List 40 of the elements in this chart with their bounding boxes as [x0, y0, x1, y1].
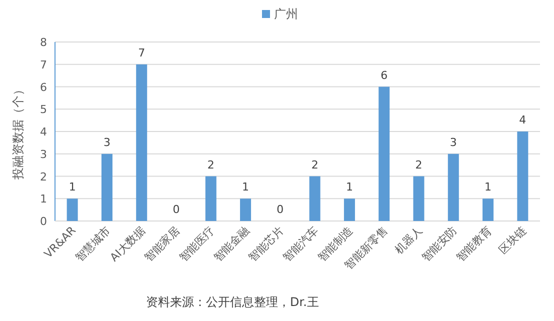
bar: [448, 154, 459, 221]
bar: [101, 154, 112, 221]
bar: [240, 198, 252, 221]
bar: [309, 176, 320, 221]
y-tick-label: 7: [40, 58, 47, 72]
y-tick-label: 1: [40, 192, 47, 206]
bar: [344, 198, 355, 221]
data-label: 2: [311, 158, 318, 172]
x-tick-label: 区块链: [496, 224, 529, 256]
data-label: 1: [346, 180, 353, 194]
data-label: 0: [276, 203, 284, 216]
legend-label: 广州: [274, 7, 298, 21]
data-label: 3: [103, 136, 110, 149]
y-tick-label: 8: [40, 36, 47, 49]
text: 资料来源：公开信息整理，Dr.王: [146, 295, 319, 309]
y-tick-label: 5: [40, 103, 47, 116]
y-tick-label: 2: [40, 170, 47, 184]
y-tick-label: 0: [40, 215, 47, 228]
y-tick-label: 4: [40, 126, 47, 138]
data-label: 1: [242, 180, 250, 194]
data-label: 4: [519, 114, 526, 126]
y-axis-title: 投融资数据（个）: [11, 84, 25, 180]
data-label: 0: [172, 203, 180, 216]
data-label: 2: [415, 158, 422, 172]
bar: [136, 64, 148, 221]
data-label: 3: [450, 136, 457, 149]
y-tick-label: 3: [40, 148, 47, 161]
data-label: 2: [207, 158, 214, 172]
y-tick-label: 6: [40, 80, 47, 94]
bar: [205, 176, 216, 221]
legend: 广州: [262, 7, 298, 21]
data-label: 1: [68, 180, 76, 194]
bar: [517, 132, 528, 221]
bar: [66, 198, 78, 221]
data-label: 6: [380, 68, 388, 82]
bar: [482, 198, 494, 221]
data-label: 1: [484, 180, 492, 194]
data-label: 7: [138, 46, 146, 60]
bar: [378, 86, 390, 221]
bar: [413, 176, 424, 221]
